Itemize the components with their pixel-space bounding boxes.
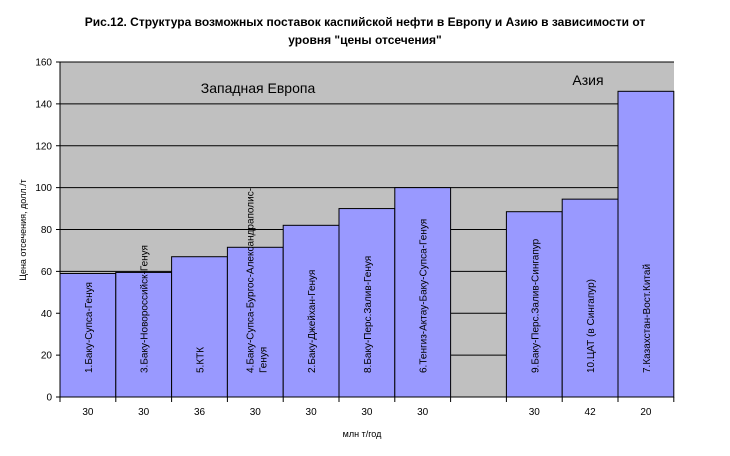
x-tick-label: 30 [82,407,94,418]
region-label-asia: Азия [572,72,603,88]
bar [561,198,619,398]
y-tick-label: 40 [41,309,53,320]
bar-label: 3.Баку-Новороссийск-Генуя [140,245,151,373]
bar-label: 5.КТК [196,347,207,373]
bar [59,272,117,398]
region-label-west-europe: Западная Европа [201,80,316,96]
y-tick-labels: 0 20 40 60 80 100 120 140 160 [35,58,60,404]
x-tick-labels: 30 30 36 30 30 30 30 30 42 20 [59,397,675,418]
chart-title-line2: уровня "цены отсечения" [288,33,441,47]
y-tick-label: 120 [35,141,52,152]
bar-label: 1.Баку-Супса-Генуя [84,282,95,373]
bar-label: 9.Баку-Перс.Залив-Сингапур [530,238,541,373]
bars [59,90,675,398]
bar [338,208,396,398]
chart-title-line1: Рис.12. Структура возможных поставок кас… [85,15,646,29]
y-tick-label: 20 [41,351,53,362]
x-tick-label: 30 [138,407,150,418]
y-tick-label: 100 [35,183,52,194]
bar-label: 8.Баку-Перс.Залив-Генуя [363,256,374,373]
bar-labels: 1.Баку-Супса-Генуя 3.Баку-Новороссийск-Ге… [84,188,653,373]
x-tick-label: 20 [640,407,652,418]
x-tick-label: 30 [306,407,318,418]
y-tick-label: 0 [46,393,52,404]
bar [394,187,452,398]
y-tick-label: 160 [35,58,52,69]
bar [115,271,173,398]
x-tick-label: 36 [194,407,206,418]
bar [282,224,340,398]
y-axis-label: Цена отсечения, долл./т [18,179,28,280]
y-tick-label: 60 [41,267,53,278]
bar [226,246,284,398]
x-tick-label: 42 [585,407,597,418]
bar-label: 4.Баку-Супса-Бургос-Александраполис- Гену… [245,188,269,373]
x-tick-label: 30 [417,407,429,418]
bar-label-line: 4.Баку-Супса-Бургос-Александраполис- [245,188,256,373]
y-tick-label: 80 [41,225,53,236]
bar [617,90,675,398]
bar-label-line: Генуя [258,347,269,373]
x-tick-label: 30 [250,407,262,418]
bar-label: 2.Баку-Джейхан-Генуя [307,270,318,373]
bar-label: 10.ЦАТ (в Сингапур) [586,279,597,373]
x-tick-label: 30 [529,407,541,418]
y-tick-label: 140 [35,99,52,110]
x-axis-label: млн т/год [343,429,382,439]
bar [171,256,228,398]
bar-label: 6.Тенгиз-Актау-Баку-Супса-Генуя [419,219,430,373]
x-tick-label: 30 [361,407,373,418]
bar-label: 7.Казахстан-Вост.Китай [642,264,653,373]
